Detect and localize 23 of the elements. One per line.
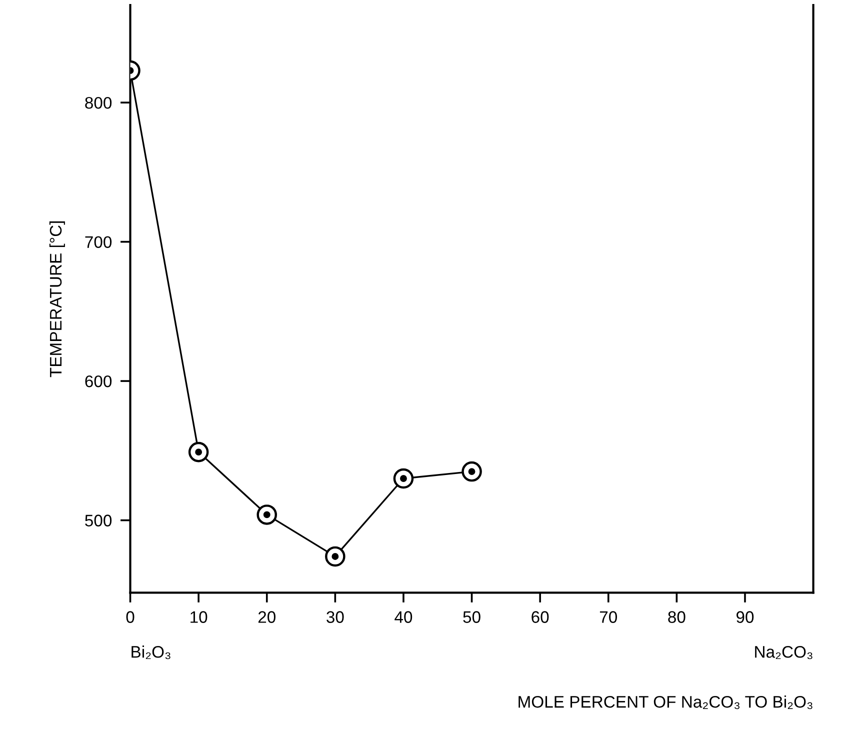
y-tick-label: 600	[85, 375, 112, 388]
y-tick-label: 700	[85, 236, 112, 248]
point	[188, 442, 209, 462]
x-tick-label: 90	[736, 611, 754, 623]
y-axis-title: TEMPERATURE [°C]	[49, 221, 65, 378]
point	[393, 468, 414, 489]
x-axis-title: MOLE PERCENT OF Na₂CO₃ TO Bi₂O₃	[518, 696, 812, 710]
x-tick-label: 80	[668, 611, 686, 623]
x-tick-label: 70	[600, 611, 617, 623]
text: Na₂CO₃	[755, 646, 812, 660]
x-tick-label: 30	[326, 611, 344, 623]
x-tick-label: 20	[258, 611, 276, 623]
point	[462, 461, 482, 482]
x-tick-label: 10	[190, 611, 208, 623]
x-tick-label: 40	[394, 611, 412, 623]
point	[256, 504, 278, 525]
x-tick-label: 50	[463, 611, 480, 623]
y-tick-label: 500	[85, 514, 112, 526]
text: Bi₂O₃	[132, 646, 170, 660]
y-tick-label: 800	[85, 96, 112, 109]
x-tick-label: 60	[532, 611, 549, 623]
point	[325, 546, 346, 567]
x-tick-label: 0	[126, 611, 134, 623]
